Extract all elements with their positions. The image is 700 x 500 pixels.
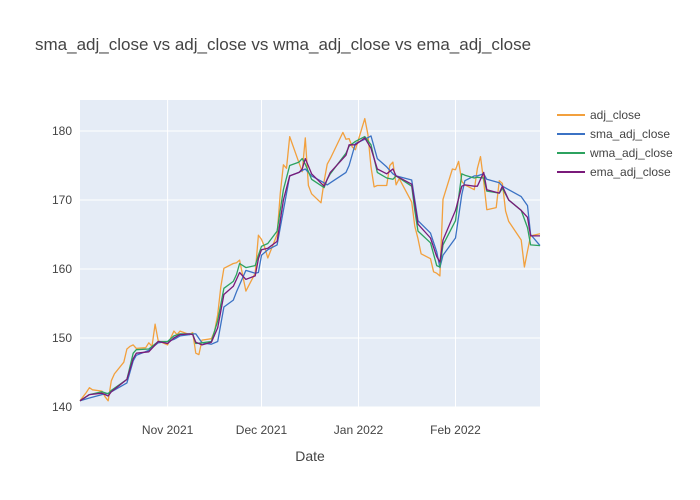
series-lines [79, 117, 541, 402]
y-tick-label: 150 [52, 331, 72, 345]
y-tick-label: 140 [52, 400, 72, 414]
legend-item-adj_close[interactable]: adj_close [590, 108, 641, 122]
series-line-ema_adj_close[interactable] [79, 137, 540, 402]
legend[interactable]: adj_close sma_adj_close wma_adj_close ema_a… [557, 108, 673, 179]
x-tick-label: Dec 2021 [236, 423, 288, 437]
series-line-sma_adj_close[interactable] [79, 135, 541, 402]
x-tick-label: Nov 2021 [142, 423, 194, 437]
plot-area[interactable] [80, 100, 540, 407]
series-line-wma_adj_close[interactable] [79, 135, 541, 402]
y-tick-label: 160 [52, 262, 72, 276]
gridlines [80, 100, 540, 408]
x-tick-label: Feb 2022 [430, 423, 481, 437]
y-tick-label: 180 [52, 124, 72, 138]
x-tick-label: Jan 2022 [334, 423, 384, 437]
chart-title: sma_adj_close vs adj_close vs wma_adj_cl… [35, 35, 531, 54]
series-line-adj_close[interactable] [79, 117, 541, 402]
legend-item-ema_adj_close[interactable]: ema_adj_close [590, 165, 671, 179]
legend-item-sma_adj_close[interactable]: sma_adj_close [590, 127, 670, 141]
y-tick-label: 170 [52, 193, 72, 207]
legend-item-wma_adj_close[interactable]: wma_adj_close [589, 146, 673, 160]
x-axis-title: Date [295, 448, 325, 464]
axis-ticks: 140 150 160 170 180 Nov 2021 Dec 2021 Jan 2022 F… [52, 124, 481, 437]
